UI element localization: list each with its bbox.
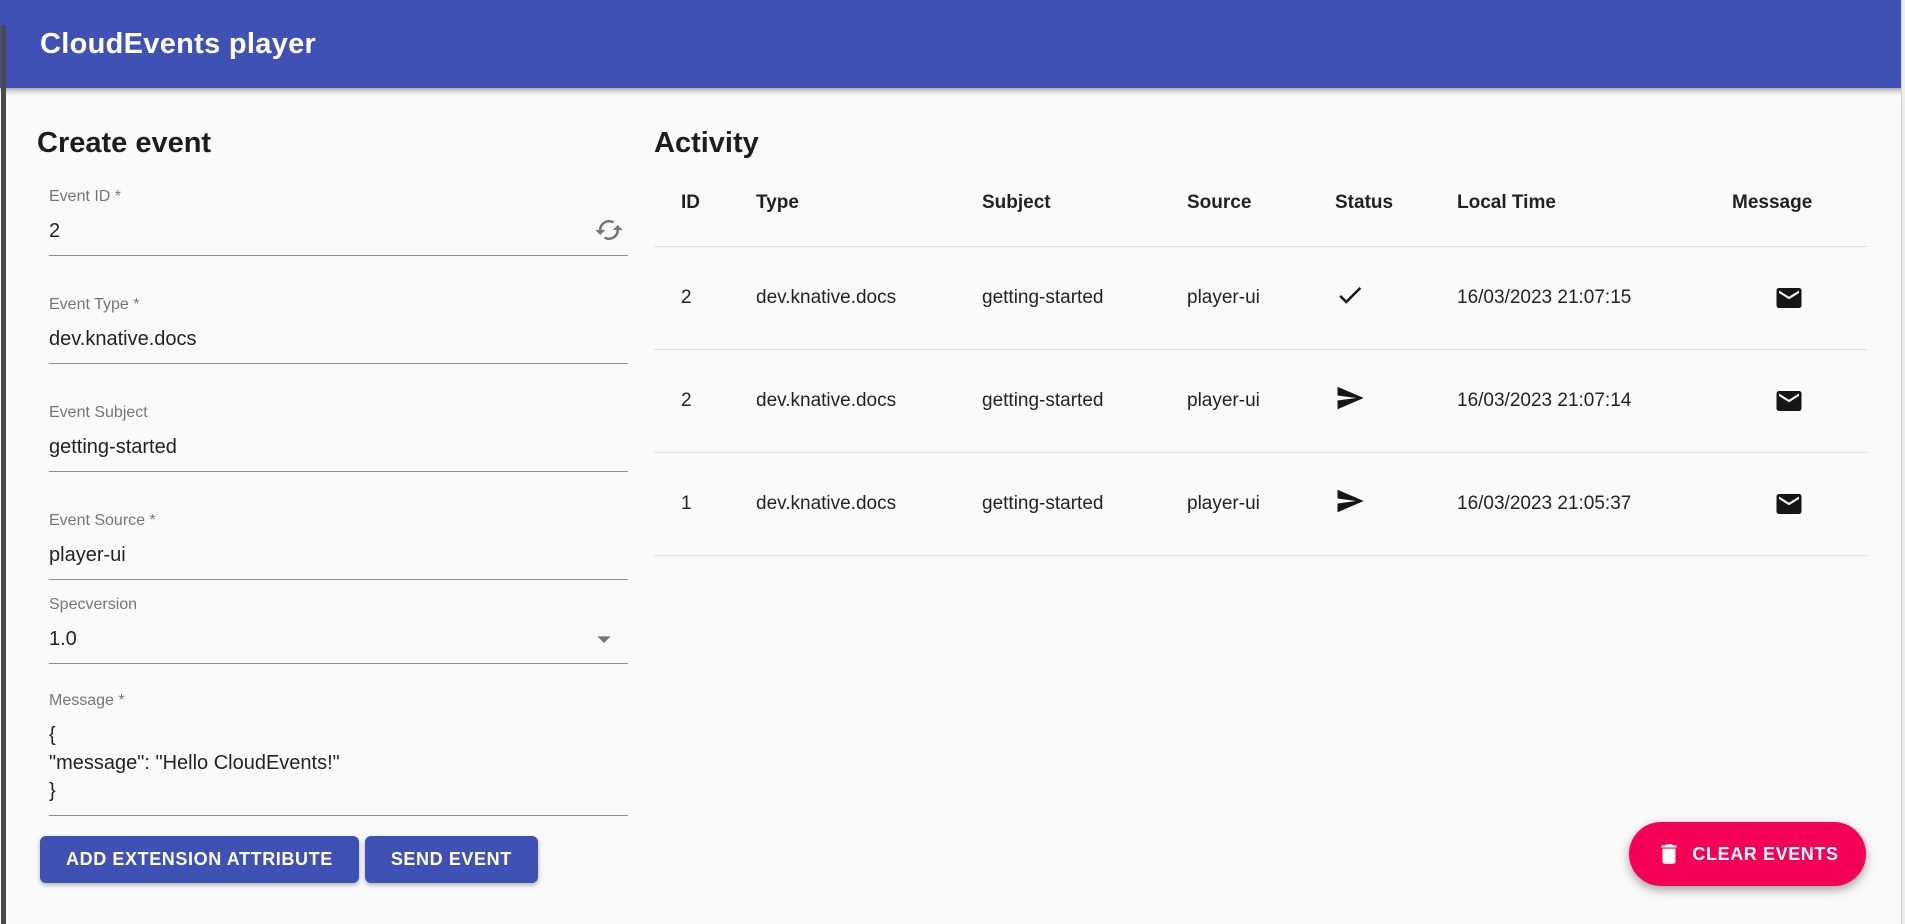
event-type-value[interactable]: dev.knative.docs: [49, 328, 197, 350]
window-left-edge: [1, 25, 6, 924]
specversion-value[interactable]: 1.0: [49, 628, 77, 650]
cell-status: [1335, 383, 1457, 419]
cell-message[interactable]: [1732, 283, 1867, 313]
app-bar: CloudEvents player: [0, 0, 1905, 88]
message-field[interactable]: Message * { "message": "Hello CloudEvent…: [49, 691, 628, 816]
table-row: 1 dev.knative.docs getting-started playe…: [654, 453, 1867, 556]
col-header-type: Type: [756, 192, 799, 213]
email-icon[interactable]: [1774, 283, 1804, 313]
cell-message[interactable]: [1732, 386, 1867, 416]
event-type-field[interactable]: Event Type * dev.knative.docs: [49, 295, 628, 364]
cell-local-time: 16/03/2023 21:07:14: [1457, 390, 1632, 411]
create-event-title: Create event: [37, 127, 212, 159]
cell-type: dev.knative.docs: [756, 287, 897, 308]
col-header-id: ID: [681, 192, 700, 213]
activity-title: Activity: [654, 127, 759, 159]
dropdown-arrow-icon[interactable]: [588, 623, 620, 655]
event-id-field[interactable]: Event ID * 2: [49, 187, 628, 256]
clear-events-button[interactable]: CLEAR EVENTS: [1629, 822, 1866, 886]
send-event-button[interactable]: SEND EVENT: [364, 836, 538, 883]
email-icon[interactable]: [1774, 489, 1804, 519]
message-label: Message *: [49, 692, 125, 709]
cell-local-time: 16/03/2023 21:07:15: [1457, 287, 1632, 308]
event-subject-field[interactable]: Event Subject getting-started: [49, 403, 628, 472]
col-header-status: Status: [1335, 192, 1394, 213]
event-id-label: Event ID *: [49, 188, 122, 205]
send-icon: [1337, 386, 1364, 410]
cell-subject: getting-started: [982, 493, 1104, 514]
specversion-label: Specversion: [49, 596, 138, 613]
autorenew-icon[interactable]: [594, 215, 624, 245]
app-title: CloudEvents player: [40, 27, 317, 60]
create-event-panel: Create event Event ID * 2 Event Type * d…: [37, 88, 628, 883]
event-subject-label: Event Subject: [49, 404, 148, 421]
cell-id: 2: [681, 287, 692, 308]
cell-message[interactable]: [1732, 489, 1867, 519]
add-extension-attribute-button[interactable]: ADD EXTENSION ATTRIBUTE: [40, 836, 359, 883]
message-value[interactable]: { "message": "Hello CloudEvents!" }: [49, 724, 340, 802]
specversion-select[interactable]: Specversion 1.0: [49, 595, 628, 664]
cell-status: [1335, 280, 1457, 316]
col-header-message: Message: [1732, 192, 1813, 213]
cell-type: dev.knative.docs: [756, 493, 897, 514]
cell-id: 2: [681, 390, 692, 411]
table-row: 2 dev.knative.docs getting-started playe…: [654, 247, 1867, 350]
table-row: 2 dev.knative.docs getting-started playe…: [654, 350, 1867, 453]
event-source-label: Event Source *: [49, 512, 156, 529]
event-id-value[interactable]: 2: [49, 220, 61, 242]
cell-subject: getting-started: [982, 390, 1104, 411]
event-source-field[interactable]: Event Source * player-ui: [49, 511, 628, 580]
cell-source: player-ui: [1187, 390, 1260, 411]
activity-table: ID Type Subject Source Status Local Time…: [654, 160, 1867, 556]
cell-source: player-ui: [1187, 493, 1260, 514]
trash-icon: [1661, 844, 1677, 864]
col-header-local-time: Local Time: [1457, 192, 1556, 213]
col-header-subject: Subject: [982, 192, 1051, 213]
activity-panel: Activity ID Type Subject Source Status L…: [654, 88, 1867, 556]
cell-id: 1: [681, 493, 692, 514]
clear-events-label: CLEAR EVENTS: [1692, 843, 1839, 864]
cell-status: [1335, 486, 1457, 522]
send-icon: [1337, 489, 1364, 513]
col-header-source: Source: [1187, 192, 1252, 213]
cell-source: player-ui: [1187, 287, 1260, 308]
event-source-value[interactable]: player-ui: [49, 544, 126, 566]
form-actions: ADD EXTENSION ATTRIBUTE SEND EVENT: [40, 836, 628, 883]
cell-type: dev.knative.docs: [756, 390, 897, 411]
cell-subject: getting-started: [982, 287, 1104, 308]
table-header-row: ID Type Subject Source Status Local Time…: [654, 160, 1867, 247]
email-icon[interactable]: [1774, 386, 1804, 416]
check-icon: [1339, 286, 1362, 304]
cell-local-time: 16/03/2023 21:05:37: [1457, 493, 1632, 514]
event-type-label: Event Type *: [49, 296, 140, 313]
window-right-edge: [1901, 0, 1905, 924]
event-subject-value[interactable]: getting-started: [49, 436, 177, 458]
